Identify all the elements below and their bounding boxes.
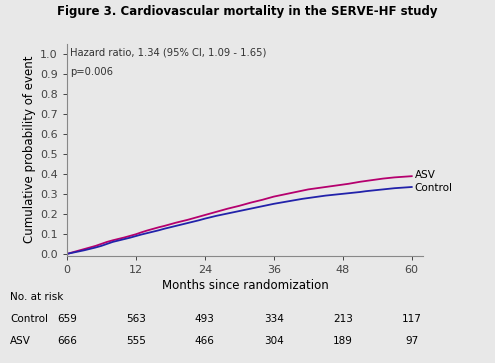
Text: No. at risk: No. at risk (10, 292, 63, 302)
Text: 493: 493 (195, 314, 215, 324)
Text: ASV: ASV (10, 336, 31, 346)
X-axis label: Months since randomization: Months since randomization (162, 279, 328, 292)
Y-axis label: Cumulative probability of event: Cumulative probability of event (23, 56, 36, 244)
Text: 97: 97 (405, 336, 418, 346)
Text: ASV: ASV (415, 170, 436, 180)
Text: 304: 304 (264, 336, 284, 346)
Text: Figure 3. Cardiovascular mortality in the SERVE-HF study: Figure 3. Cardiovascular mortality in th… (57, 5, 438, 19)
Text: 555: 555 (126, 336, 146, 346)
Text: Control: Control (10, 314, 48, 324)
Text: 213: 213 (333, 314, 352, 324)
Text: 563: 563 (126, 314, 146, 324)
Text: 466: 466 (195, 336, 215, 346)
Text: p=0.006: p=0.006 (70, 67, 113, 77)
Text: Control: Control (415, 183, 452, 193)
Text: 659: 659 (57, 314, 77, 324)
Text: 666: 666 (57, 336, 77, 346)
Text: 334: 334 (264, 314, 284, 324)
Text: Hazard ratio, 1.34 (95% CI, 1.09 - 1.65): Hazard ratio, 1.34 (95% CI, 1.09 - 1.65) (70, 48, 267, 58)
Text: 117: 117 (402, 314, 422, 324)
Text: 189: 189 (333, 336, 352, 346)
